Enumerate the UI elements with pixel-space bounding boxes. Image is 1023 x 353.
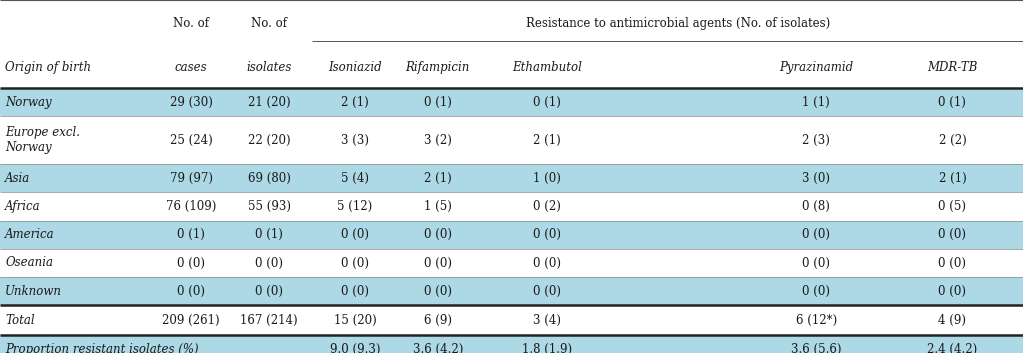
Text: 0 (0): 0 (0) [533,257,562,269]
Text: 0 (0): 0 (0) [255,257,283,269]
Text: Total: Total [5,314,35,327]
Text: 0 (0): 0 (0) [424,285,452,298]
Text: 1 (1): 1 (1) [802,96,831,109]
Bar [0,116,1023,164]
Text: 0 (0): 0 (0) [341,285,369,298]
Bar [0,335,1023,353]
Text: 0 (0): 0 (0) [802,228,831,241]
Text: 0 (5): 0 (5) [938,200,967,213]
Text: 0 (0): 0 (0) [802,257,831,269]
Text: 5 (12): 5 (12) [338,200,372,213]
Text: MDR-TB: MDR-TB [927,61,978,74]
Text: 2.4 (4.2): 2.4 (4.2) [927,343,978,353]
Text: 0 (0): 0 (0) [802,285,831,298]
Text: Proportion resistant isolates (%): Proportion resistant isolates (%) [5,343,198,353]
Text: Pyrazinamid: Pyrazinamid [780,61,853,74]
Text: 22 (20): 22 (20) [248,134,291,147]
Text: Oseania: Oseania [5,257,53,269]
Text: Asia: Asia [5,172,31,185]
Text: 0 (0): 0 (0) [938,285,967,298]
Text: Europe excl.
Norway: Europe excl. Norway [5,126,80,154]
Text: 3 (4): 3 (4) [533,314,562,327]
Text: Africa: Africa [5,200,41,213]
Bar [0,277,1023,305]
Text: Rifampicin: Rifampicin [406,61,470,74]
Text: 2 (1): 2 (1) [533,134,562,147]
Text: 0 (0): 0 (0) [533,285,562,298]
Text: 0 (1): 0 (1) [938,96,967,109]
Text: 0 (0): 0 (0) [177,285,206,298]
Text: Ethambutol: Ethambutol [513,61,582,74]
Text: cases: cases [175,61,208,74]
Text: 21 (20): 21 (20) [248,96,291,109]
Text: 0 (0): 0 (0) [341,257,369,269]
Bar [0,192,1023,221]
Text: 167 (214): 167 (214) [240,314,298,327]
Text: 0 (0): 0 (0) [424,228,452,241]
Text: 79 (97): 79 (97) [170,172,213,185]
Text: 0 (0): 0 (0) [255,285,283,298]
Bar [0,305,1023,335]
Text: Norway: Norway [5,96,52,109]
Bar [0,48,1023,88]
Text: 2 (1): 2 (1) [424,172,452,185]
Bar [0,88,1023,116]
Text: 3 (0): 3 (0) [802,172,831,185]
Bar [0,249,1023,277]
Text: 1 (0): 1 (0) [533,172,562,185]
Text: 6 (12*): 6 (12*) [796,314,837,327]
Text: 0 (2): 0 (2) [533,200,562,213]
Text: 0 (0): 0 (0) [177,257,206,269]
Text: 25 (24): 25 (24) [170,134,213,147]
Text: No. of: No. of [173,17,210,30]
Text: No. of: No. of [251,17,287,30]
Text: Unknown: Unknown [5,285,62,298]
Bar [0,221,1023,249]
Text: 5 (4): 5 (4) [341,172,369,185]
Text: America: America [5,228,55,241]
Bar [0,0,1023,48]
Text: isolates: isolates [247,61,292,74]
Text: 3.6 (5.6): 3.6 (5.6) [791,343,842,353]
Text: 0 (0): 0 (0) [533,228,562,241]
Text: 3.6 (4.2): 3.6 (4.2) [412,343,463,353]
Text: 29 (30): 29 (30) [170,96,213,109]
Text: 3 (3): 3 (3) [341,134,369,147]
Text: 209 (261): 209 (261) [163,314,220,327]
Text: 0 (1): 0 (1) [177,228,206,241]
Text: 0 (0): 0 (0) [938,228,967,241]
Text: 0 (8): 0 (8) [802,200,831,213]
Text: Resistance to antimicrobial agents (No. of isolates): Resistance to antimicrobial agents (No. … [526,17,830,30]
Text: 0 (1): 0 (1) [424,96,452,109]
Text: Origin of birth: Origin of birth [5,61,91,74]
Text: 2 (2): 2 (2) [938,134,967,147]
Text: 9.0 (9.3): 9.0 (9.3) [329,343,381,353]
Text: 2 (3): 2 (3) [802,134,831,147]
Text: 55 (93): 55 (93) [248,200,291,213]
Text: 2 (1): 2 (1) [341,96,369,109]
Text: 2 (1): 2 (1) [938,172,967,185]
Text: 1 (5): 1 (5) [424,200,452,213]
Text: 0 (1): 0 (1) [533,96,562,109]
Text: 1.8 (1.9): 1.8 (1.9) [523,343,572,353]
Text: 0 (0): 0 (0) [938,257,967,269]
Text: 4 (9): 4 (9) [938,314,967,327]
Text: 76 (109): 76 (109) [166,200,217,213]
Bar [0,164,1023,192]
Text: 6 (9): 6 (9) [424,314,452,327]
Text: 15 (20): 15 (20) [333,314,376,327]
Text: 0 (1): 0 (1) [255,228,283,241]
Text: 0 (0): 0 (0) [424,257,452,269]
Text: 69 (80): 69 (80) [248,172,291,185]
Text: 3 (2): 3 (2) [424,134,452,147]
Text: Isoniazid: Isoniazid [328,61,382,74]
Text: 0 (0): 0 (0) [341,228,369,241]
